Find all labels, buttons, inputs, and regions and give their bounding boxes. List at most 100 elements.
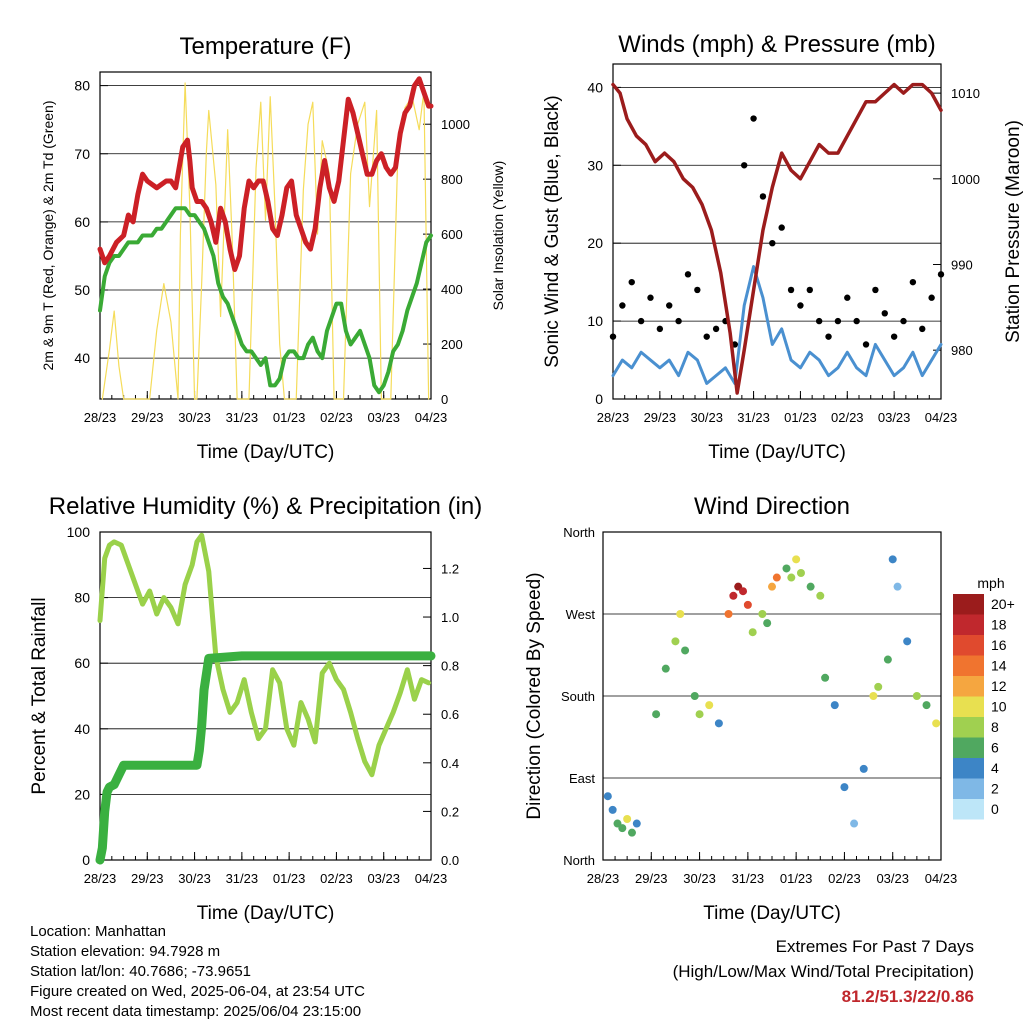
p3-direction-point [632,819,641,828]
p1-plot-frame [612,63,942,400]
p3-direction-point [782,564,791,573]
p1-series-pressure-line [611,82,943,395]
p3-direction-point [806,582,815,591]
p3-direction-point [743,600,752,609]
p2-y2-tick-label: 0.8 [441,659,459,674]
p1-gust-point [815,317,823,325]
p1-x-tick-label: 03/23 [878,410,911,425]
p3-direction-point [912,692,921,700]
p1-gust-point [609,333,617,340]
p1-y-tick-label: 30 [587,157,603,173]
extremes-panel: Extremes For Past 7 Days (High/Low/Max W… [673,934,974,1009]
p3-legend-swatch [953,696,984,717]
p2-y-tick-label: 20 [74,786,90,802]
p1-gust-point [787,286,795,294]
p3-x-tick-label: 04/23 [925,871,958,886]
p2-y2-tick-label: 1.2 [441,561,459,576]
p3-direction-point [874,682,883,691]
p0-x-tick-label: 03/23 [367,410,400,425]
p1-gust-point [806,286,813,294]
p2-x-tick-label: 01/23 [273,871,306,886]
p2-chart-title: Relative Humidity (%) & Precipitation (i… [49,493,482,520]
p3-direction-point [681,646,690,655]
p3-direction-point [729,591,738,600]
p3-direction-point [792,555,801,564]
p3-x-tick-label: 02/23 [828,871,861,886]
figure-created: Figure created on Wed, 2025-06-04, at 23… [30,983,365,1000]
p1-gust-point [825,333,832,340]
p0-y-tick-label: 50 [74,282,90,298]
extremes-subtitle: (High/Low/Max Wind/Total Precipitation) [672,962,974,981]
p0-y-tick-label: 70 [74,146,90,162]
p2-x-tick-label: 04/23 [415,871,448,886]
p3-direction-point [859,764,868,773]
p1-gust-point [750,115,757,122]
p3-legend-label: 2 [991,781,999,797]
p3-direction-point [796,569,805,577]
p3-x-tick-label: 29/23 [635,871,668,886]
p1-gust-point [928,294,935,301]
p2-y2-tick-label: 0.2 [441,804,459,819]
p0-y-tick-label: 60 [74,214,90,230]
p0-x-tick-label: 29/23 [131,410,164,425]
p3-direction-point [903,637,912,646]
p0-x-tick-label: 28/23 [84,410,117,425]
p0-series-dewpoint-line [98,206,433,395]
p2-x-tick-label: 30/23 [178,871,211,886]
p2-plot-frame [99,531,432,861]
p1-gust-point [834,317,842,325]
extremes-title: Extremes For Past 7 Days [775,937,974,956]
p1-gust-point [769,239,776,247]
p1-y2-tick-label: 990 [951,257,973,272]
p3-direction-point [623,815,632,823]
p1-y2-tick-label: 980 [951,343,973,358]
p3-y-tick-label: East [569,771,595,786]
p1-gust-point [684,271,692,278]
p3-legend-label: 14 [991,658,1007,674]
p1-gust-point [890,333,898,340]
p3-chart-title: Wind Direction [694,493,850,520]
p1-gust-point [778,224,785,231]
p2-y2-tick-label: 0.4 [441,756,459,771]
p3-legend-label: 10 [991,699,1007,715]
p1-gust-point [872,286,879,294]
p3-direction-point [618,824,627,833]
p3-direction-point [705,701,714,710]
p2-y-tick-label: 100 [67,524,91,540]
p1-y-tick-label: 10 [587,313,603,329]
p2-y-axis-label: Percent & Total Rainfall [29,597,50,794]
p3-direction-point [840,783,849,792]
p0-chart-title: Temperature (F) [179,33,351,60]
p0-y2-tick-label: 400 [441,282,463,297]
p0-series-temperature-line [97,76,434,273]
p1-gust-point [666,302,673,309]
p3-legend-swatch [953,614,984,635]
p0-x-axis-label: Time (Day/UTC) [197,442,335,463]
station-info: Location: Manhattan Station elevation: 9… [30,922,365,1022]
p0-y2-tick-label: 200 [441,337,463,352]
p2-x-tick-label: 02/23 [320,871,353,886]
p3-direction-point [883,655,892,664]
p2-y-tick-label: 60 [74,655,90,671]
p2-x-tick-label: 31/23 [226,871,259,886]
p1-gust-point [647,294,654,301]
p1-gust-point [637,317,645,325]
p0-x-tick-label: 30/23 [178,410,211,425]
p2-y2-tick-label: 0.6 [441,707,459,722]
p2-x-tick-label: 28/23 [84,871,117,886]
p1-y2-tick-label: 1000 [951,172,980,187]
p2-series-precip-line [95,651,436,865]
p1-gust-point [675,317,682,325]
p1-x-tick-label: 30/23 [690,410,723,425]
station-latlon: Station lat/lon: 40.7686; -73.9651 [30,963,252,980]
p3-legend-swatch [953,676,984,697]
p3-direction-point [676,610,685,618]
p3-direction-point [787,573,796,582]
p3-direction-point [671,637,680,646]
p3-x-tick-label: 30/23 [683,871,716,886]
p1-y-tick-label: 0 [595,391,603,407]
p3-direction-point [739,587,748,596]
p1-series-wind-line [611,265,943,385]
p3-direction-point [748,628,757,637]
